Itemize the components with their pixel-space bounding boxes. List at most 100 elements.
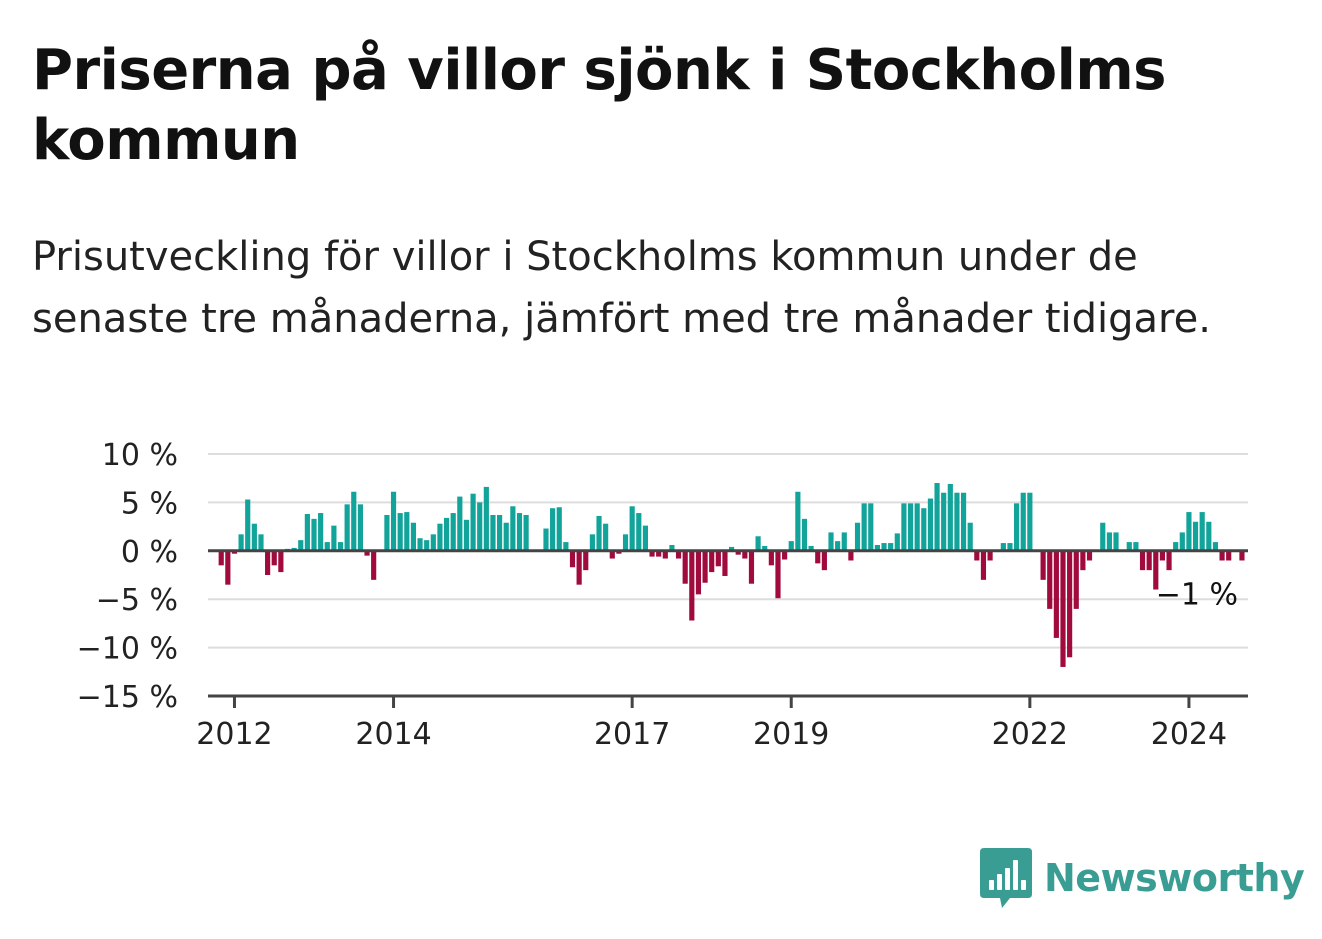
bar — [1014, 503, 1020, 551]
bar — [1146, 550, 1152, 571]
bar — [835, 541, 841, 551]
bar — [782, 550, 788, 560]
bar — [689, 550, 695, 621]
bar — [1206, 521, 1212, 551]
bar — [1027, 492, 1033, 551]
bar — [596, 515, 602, 551]
bar — [318, 513, 324, 551]
bar — [987, 550, 993, 561]
bar — [1239, 550, 1245, 561]
bar — [1166, 550, 1172, 571]
bar — [815, 550, 821, 564]
bar — [225, 550, 231, 585]
bar — [636, 513, 642, 551]
bar — [245, 499, 251, 551]
bar — [1139, 550, 1146, 571]
bar — [609, 550, 615, 559]
bar — [854, 522, 861, 551]
y-tick-label: 0 % — [121, 535, 178, 570]
bar — [1173, 542, 1179, 551]
bar — [788, 541, 794, 551]
bar — [960, 492, 967, 551]
bar — [397, 513, 403, 551]
bar — [695, 550, 702, 595]
bar — [265, 550, 271, 575]
bar — [861, 503, 867, 551]
bar — [550, 508, 556, 551]
bar — [656, 550, 662, 557]
bar — [675, 550, 682, 559]
chart-title: Priserna på villor sjönk i Stockholms ko… — [32, 38, 1167, 173]
bar — [947, 484, 953, 551]
bar — [1126, 542, 1132, 551]
bars — [218, 483, 1245, 667]
bar — [1080, 550, 1086, 571]
bar — [768, 550, 774, 566]
bar — [980, 550, 987, 580]
bar — [324, 542, 330, 551]
bar — [755, 536, 761, 551]
bar — [748, 550, 755, 584]
bar — [762, 545, 768, 551]
bar — [251, 523, 257, 551]
bar — [603, 523, 609, 551]
bar — [563, 542, 569, 551]
y-tick-label: −10 % — [77, 632, 178, 667]
bar — [722, 550, 728, 576]
y-axis-labels: 10 % 5 % 0 % −5 % −10 % −15 % — [77, 438, 178, 715]
bar — [410, 522, 417, 551]
bar — [463, 519, 470, 551]
bar — [642, 525, 648, 551]
bar — [682, 550, 688, 584]
x-tick-label: 2012 — [196, 717, 272, 752]
bar — [576, 550, 582, 585]
bar — [569, 550, 576, 568]
axes — [208, 549, 1248, 708]
bar-chart-logo-icon — [980, 848, 1032, 908]
bar — [298, 540, 304, 551]
bar — [371, 550, 377, 580]
bar — [848, 550, 854, 561]
bar — [1226, 550, 1232, 561]
bar — [1073, 550, 1079, 609]
bar — [390, 491, 397, 551]
newsworthy-logo: Newsworthy — [980, 848, 1305, 908]
bar — [1007, 543, 1013, 551]
bar — [729, 546, 735, 551]
bar — [901, 503, 907, 551]
x-tick-label: 2017 — [594, 717, 670, 752]
bar — [662, 550, 668, 559]
bar — [1047, 550, 1053, 609]
bar — [516, 513, 523, 551]
bar — [437, 523, 443, 551]
bar — [934, 483, 940, 551]
bar — [543, 528, 549, 551]
x-tick-label: 2024 — [1151, 717, 1227, 752]
bar — [874, 544, 880, 551]
bar — [974, 550, 980, 561]
bar — [1067, 550, 1073, 658]
bar — [351, 491, 357, 551]
y-tick-label: 5 % — [121, 486, 178, 521]
bar — [1086, 550, 1093, 561]
chart-subtitle: Prisutveckling för villor i Stockholms k… — [32, 234, 1211, 342]
bar — [629, 506, 635, 551]
bar — [954, 492, 960, 551]
bar — [238, 534, 244, 551]
bar — [470, 493, 476, 551]
bar — [967, 522, 973, 551]
bar — [417, 538, 423, 551]
bar-chart: 10 %5 %0 %−5 %−10 %−15 % 2012 2014 2017 201… — [77, 438, 1248, 752]
bar — [218, 550, 224, 566]
bar — [1199, 512, 1205, 551]
bar — [523, 514, 529, 551]
bar — [589, 534, 595, 551]
bar — [1113, 532, 1119, 551]
x-axis-labels: 2012 2014 2017 2019 2022 2024 — [196, 717, 1227, 752]
bar — [622, 534, 629, 551]
bar — [483, 486, 489, 551]
bar — [828, 532, 834, 551]
bar — [384, 514, 390, 551]
bar — [337, 542, 344, 551]
bar — [311, 518, 317, 551]
